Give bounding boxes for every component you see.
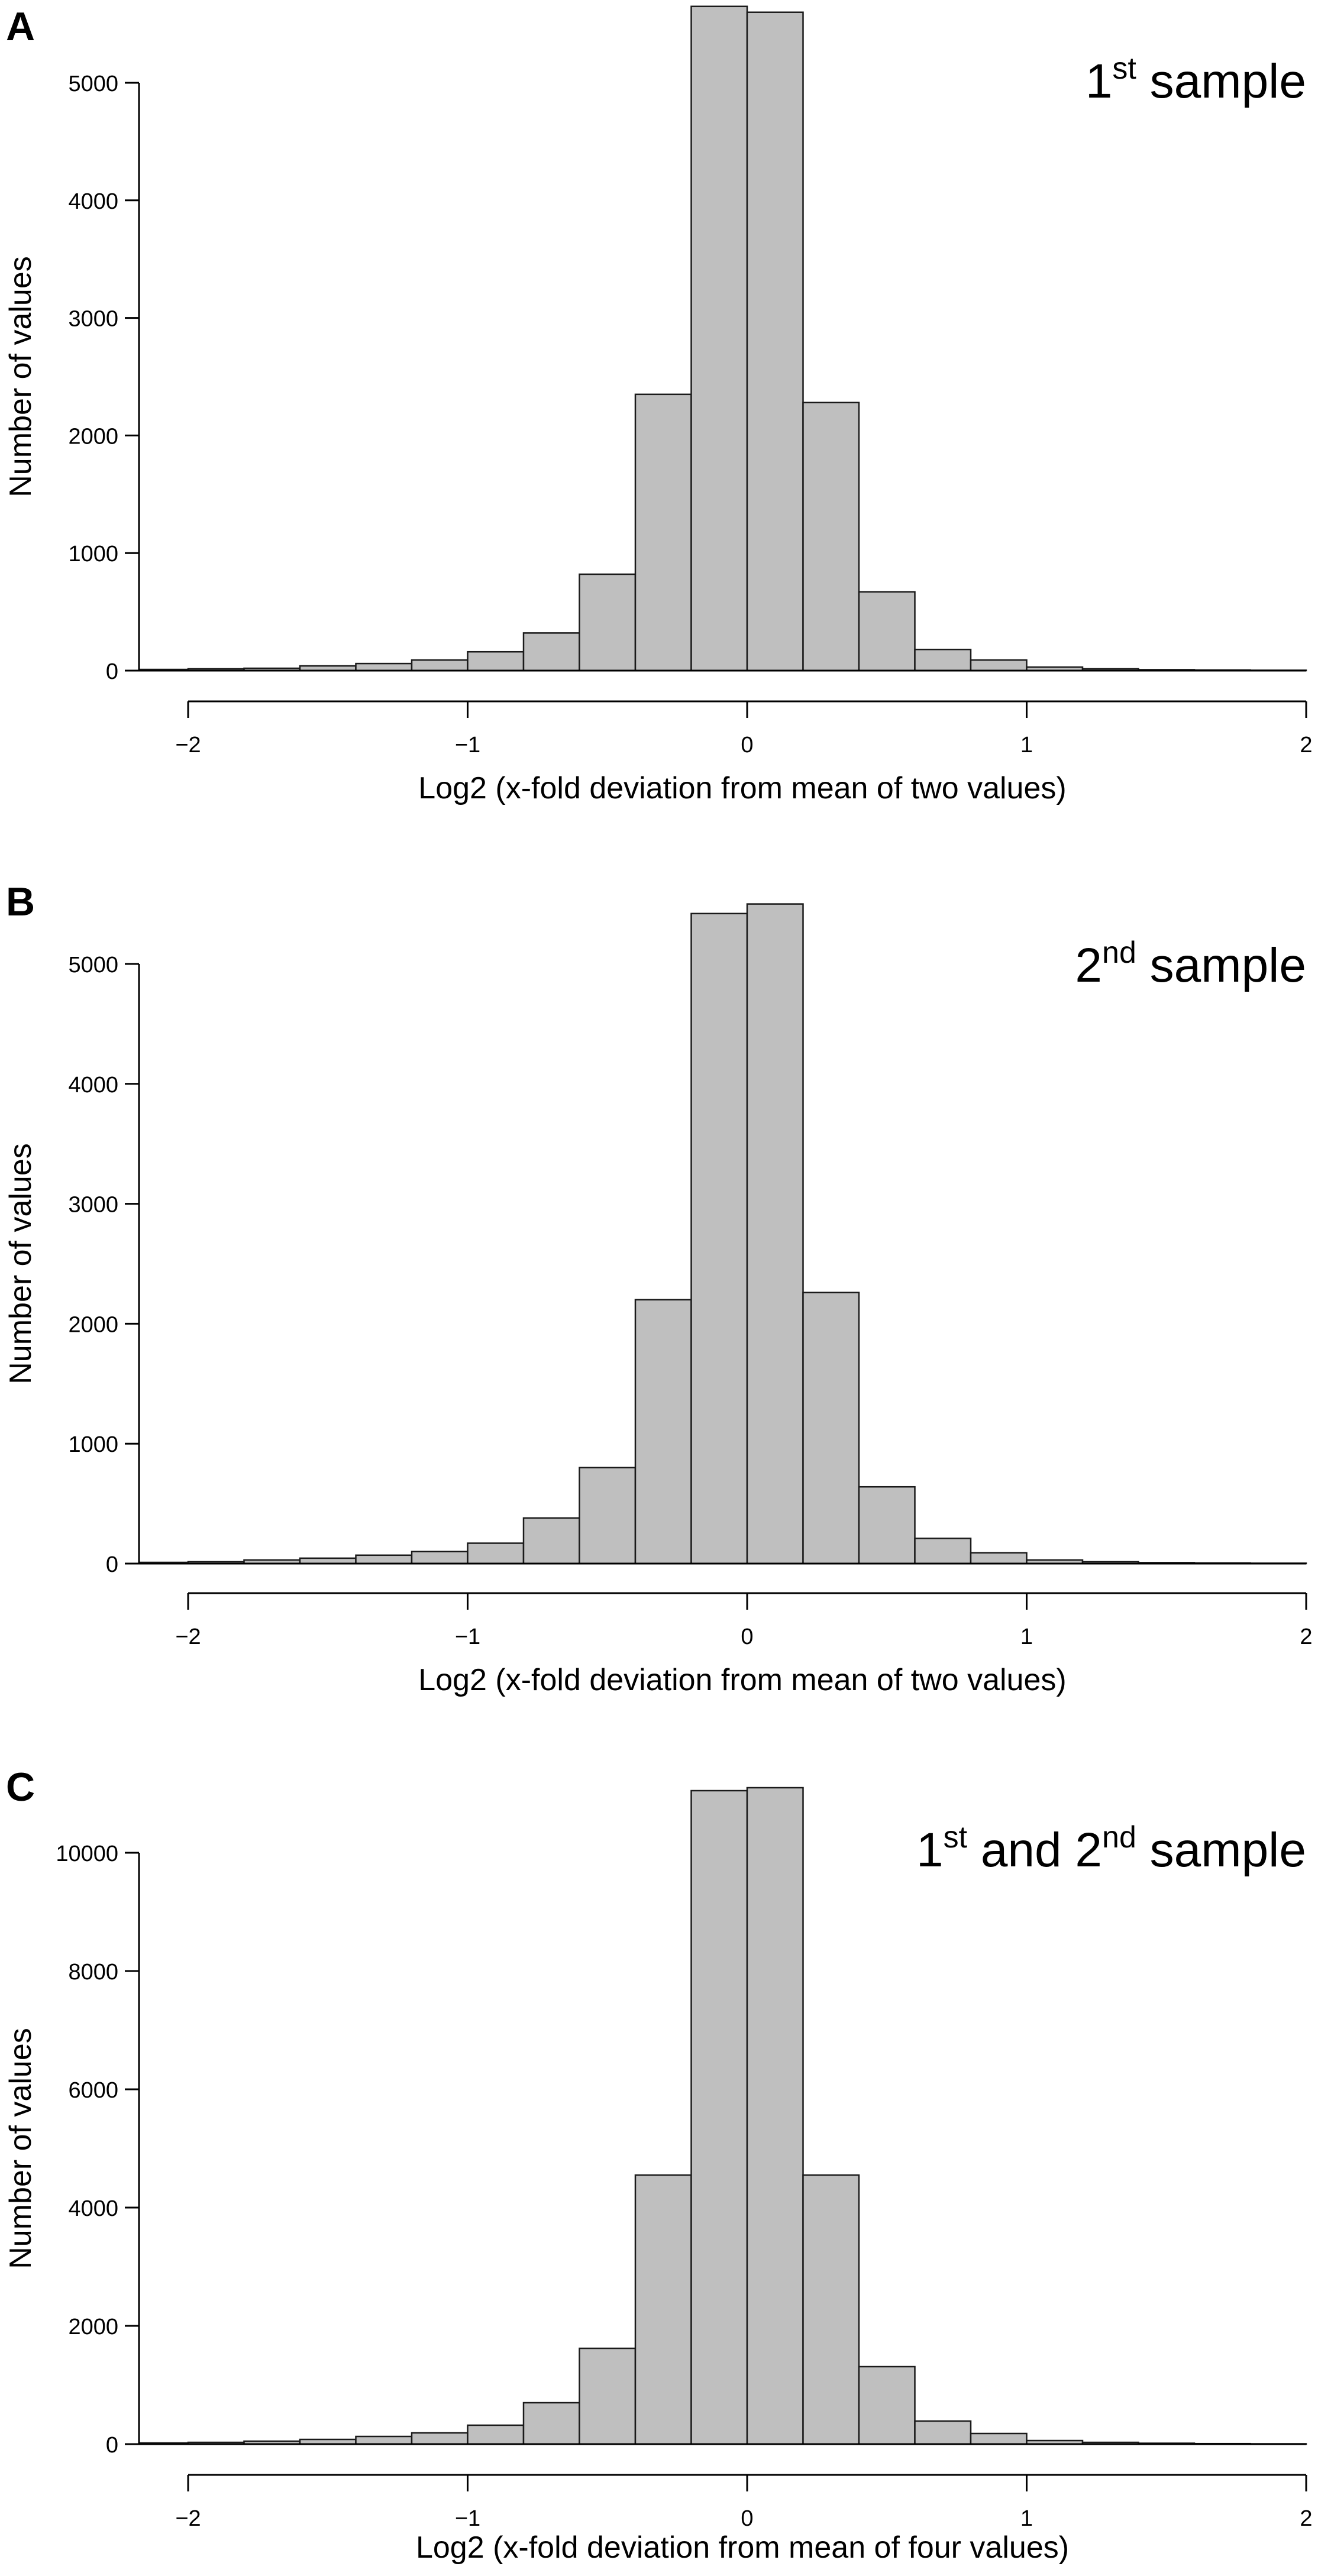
histogram-bar (634, 2174, 692, 2445)
histogram-bar (746, 1787, 804, 2445)
y-tick-label: 6000 (68, 2078, 118, 2103)
histogram-bar (914, 648, 972, 672)
y-tick-label: 2000 (68, 424, 118, 449)
x-tick-label: −1 (455, 733, 480, 758)
histogram-bar (690, 912, 748, 1565)
y-tick-label: 0 (106, 1552, 118, 1577)
y-axis-label: Number of values (4, 1143, 38, 1384)
x-axis-label: Log2 (x-fold deviation from mean of four… (416, 2530, 1069, 2565)
x-tick-label: 2 (1300, 733, 1312, 758)
histogram-bar (522, 632, 580, 672)
histogram-bar (970, 2432, 1028, 2445)
y-tick-label: 1000 (68, 542, 118, 567)
panel-letter: A (6, 4, 35, 49)
y-tick-label: 5000 (68, 72, 118, 96)
x-tick-label: −2 (175, 2506, 201, 2531)
histogram-bar (858, 591, 916, 672)
x-tick-label: 1 (1020, 1624, 1033, 1649)
histogram-bar (970, 659, 1028, 672)
histogram-bar (411, 1551, 469, 1565)
chart-title: 1st sample (1086, 51, 1306, 108)
histogram-bar (467, 1542, 525, 1565)
histogram-bar (411, 659, 469, 672)
y-tick-label: 3000 (68, 307, 118, 332)
y-tick-label: 5000 (68, 953, 118, 978)
histogram-bar (355, 662, 413, 672)
y-tick-label: 8000 (68, 1960, 118, 1985)
histogram-bar (802, 2174, 860, 2445)
histogram-bar (690, 5, 748, 672)
chart-panel-c: C 1st and 2nd sample 0 2000 4000 6000 8000 1000… (4, 1765, 1313, 2565)
x-tick-label: 0 (741, 2506, 753, 2531)
chart-panel-a: A 1st sample 0 1000 2000 3000 4000 5000 Number o… (4, 4, 1313, 805)
histogram-bar (579, 2347, 637, 2445)
histogram-bar (634, 1299, 692, 1565)
x-axis-label: Log2 (x-fold deviation from mean of two … (418, 1663, 1066, 1697)
y-tick-label: 0 (106, 2433, 118, 2458)
histogram-bar (467, 2424, 525, 2445)
y-tick-label: 2000 (68, 1312, 118, 1337)
x-tick-label: −2 (175, 1624, 201, 1649)
y-axis-label: Number of values (4, 2028, 38, 2269)
x-tick-label: 1 (1020, 733, 1033, 758)
y-tick-label: 2000 (68, 2315, 118, 2339)
x-axis-label: Log2 (x-fold deviation from mean of two … (418, 771, 1066, 805)
x-tick-label: 0 (741, 1624, 753, 1649)
y-tick-label: 10000 (56, 1842, 118, 1866)
x-tick-label: 2 (1300, 1624, 1312, 1649)
histogram-bar (411, 2432, 469, 2445)
histogram-bar (467, 651, 525, 672)
chart-title: 1st and 2nd sample (916, 1820, 1306, 1877)
y-tick-label: 3000 (68, 1193, 118, 1218)
chart-title: 2nd sample (1075, 936, 1306, 992)
histogram-bar (914, 1538, 972, 1565)
histogram-bar (355, 2435, 413, 2445)
histogram-bar (522, 1517, 580, 1565)
histogram-bar (802, 402, 860, 672)
y-tick-label: 0 (106, 659, 118, 684)
x-tick-label: −1 (455, 2506, 480, 2531)
histogram-bar (579, 1467, 637, 1565)
histogram-bar (858, 2365, 916, 2445)
histogram-bar (858, 1486, 916, 1565)
chart-panel-b: B 2nd sample 0 1000 2000 3000 4000 5000 Number o… (4, 879, 1313, 1697)
panel-letter: C (6, 1765, 35, 1810)
histogram-bar (522, 2402, 580, 2445)
y-tick-label: 4000 (68, 1073, 118, 1098)
histogram-bar (690, 1789, 748, 2445)
panel-letter: B (6, 879, 35, 924)
histogram-bar (579, 573, 637, 672)
histogram-bar (746, 11, 804, 672)
histogram-bar (746, 903, 804, 1565)
x-tick-label: 1 (1020, 2506, 1033, 2531)
y-tick-label: 4000 (68, 189, 118, 214)
histogram-bar (355, 1554, 413, 1565)
y-axis-label: Number of values (4, 256, 38, 497)
y-tick-label: 1000 (68, 1432, 118, 1457)
x-tick-label: 2 (1300, 2506, 1312, 2531)
histogram-bar (802, 1292, 860, 1565)
histogram-bar (970, 1552, 1028, 1565)
histogram-bar (634, 393, 692, 672)
x-tick-label: −1 (455, 1624, 480, 1649)
histogram-bar (914, 2420, 972, 2445)
x-tick-label: 0 (741, 733, 753, 758)
y-tick-label: 4000 (68, 2196, 118, 2221)
x-tick-label: −2 (175, 733, 201, 758)
